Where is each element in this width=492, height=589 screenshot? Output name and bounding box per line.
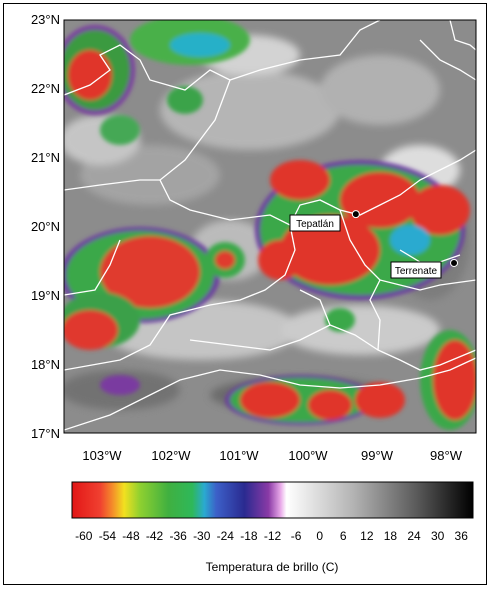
lon-tick-label: 102°W xyxy=(151,448,191,463)
colorbar-tick-label: -60 xyxy=(75,529,93,543)
lat-tick-label: 17°N xyxy=(31,426,60,441)
satellite-image xyxy=(64,20,476,433)
colorbar-tick-label: 36 xyxy=(455,529,469,543)
figure-frame xyxy=(3,3,487,585)
place-label: Tepatlán xyxy=(296,219,334,230)
colorbar-tick-label: 18 xyxy=(384,529,398,543)
colorbar-tick-label: -54 xyxy=(99,529,117,543)
lat-tick-label: 21°N xyxy=(31,150,60,165)
lon-tick-label: 101°W xyxy=(219,448,259,463)
lat-tick-label: 23°N xyxy=(31,12,60,27)
colorbar-tick-label: -30 xyxy=(193,529,211,543)
longitude-axis: 103°W 102°W 101°W 100°W 99°W 98°W xyxy=(82,448,462,463)
lon-tick-label: 98°W xyxy=(430,448,463,463)
lon-tick-label: 100°W xyxy=(288,448,328,463)
colorbar-tick-label: 0 xyxy=(316,529,323,543)
lat-tick-label: 18°N xyxy=(31,357,60,372)
colorbar-tick-label: 30 xyxy=(431,529,445,543)
colorbar-tick-label: -24 xyxy=(217,529,235,543)
lon-tick-label: 103°W xyxy=(82,448,122,463)
place-label-box xyxy=(289,214,341,232)
colorbar-tick-label: -48 xyxy=(122,529,140,543)
colorbar-title: Temperatura de brillo (C) xyxy=(206,560,339,574)
lat-tick-label: 20°N xyxy=(31,219,60,234)
colorbar-tick-label: 24 xyxy=(407,529,421,543)
colorbar-tick-label: -6 xyxy=(291,529,302,543)
place-label: Terrenate xyxy=(395,266,438,277)
place-terrenate: Terrenate xyxy=(390,258,459,279)
lon-tick-label: 99°W xyxy=(361,448,394,463)
colorbar-tick-label: -12 xyxy=(264,529,282,543)
colorbar-tick-label: -18 xyxy=(240,529,258,543)
lat-tick-label: 19°N xyxy=(31,288,60,303)
state-boundaries xyxy=(64,20,476,431)
colorbar-tick-label: -36 xyxy=(169,529,187,543)
place-marker xyxy=(450,258,459,267)
place-marker xyxy=(351,210,360,219)
map-frame xyxy=(63,19,477,434)
colorbar-tick-label: 12 xyxy=(360,529,374,543)
lat-tick-label: 22°N xyxy=(31,81,60,96)
colorbar xyxy=(71,481,474,519)
latitude-axis: 23°N 22°N 21°N 20°N 19°N 18°N 17°N xyxy=(31,12,60,441)
colorbar-tick-label: -42 xyxy=(146,529,164,543)
colorbar-ticks: -60 -54 -48 -42 -36 -30 -24 -18 -12 -6 0 6 12 18 24 30 3… xyxy=(75,529,468,543)
place-tepatlan: Tepatlán xyxy=(289,210,360,232)
place-label-box xyxy=(390,261,442,279)
colorbar-tick-label: 6 xyxy=(340,529,347,543)
